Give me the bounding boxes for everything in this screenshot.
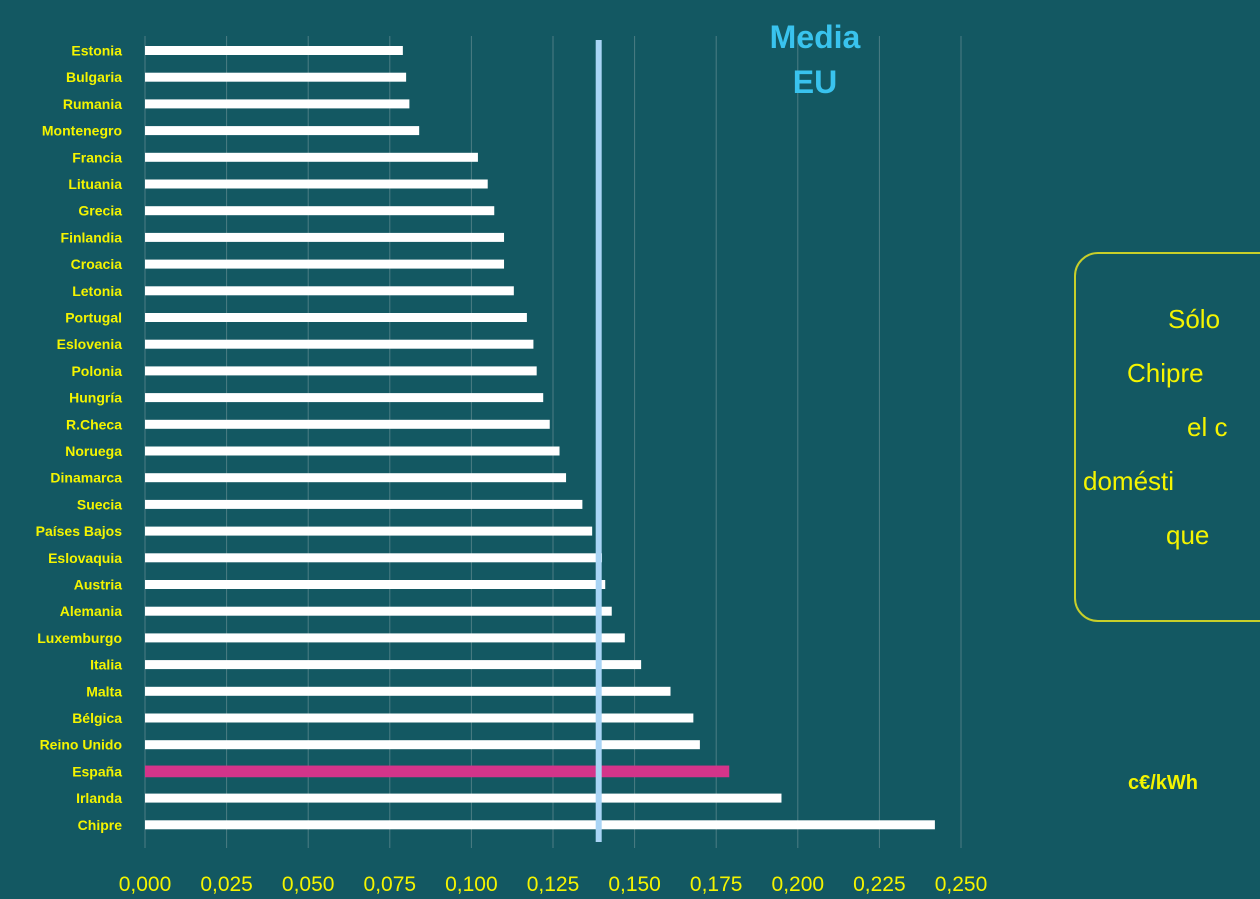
bar (145, 660, 642, 670)
category-label: Malta (86, 683, 122, 699)
annotation-box (1074, 252, 1260, 622)
x-tick-label: 0,075 (364, 873, 417, 896)
x-tick-label: 0,025 (200, 873, 253, 896)
bar (145, 820, 935, 830)
bar (145, 393, 544, 403)
category-label: Bélgica (72, 710, 122, 726)
reference-label-line-1: Media (770, 19, 861, 55)
x-tick-label: 0,250 (935, 873, 988, 896)
x-tick-label: 0,150 (608, 873, 661, 896)
bar (145, 366, 537, 376)
bar (145, 99, 410, 109)
category-label: Hungría (69, 390, 122, 406)
x-tick-label: 0,000 (119, 873, 172, 896)
bar (145, 526, 593, 536)
x-tick-label: 0,225 (853, 873, 906, 896)
bar (145, 553, 602, 563)
category-label: Letonia (72, 283, 122, 299)
category-label: Polonia (71, 363, 122, 379)
category-label: España (72, 763, 122, 779)
x-tick-label: 0,175 (690, 873, 743, 896)
category-label: Luxemburgo (37, 630, 122, 646)
category-label: Suecia (77, 496, 122, 512)
category-label: Bulgaria (66, 69, 122, 85)
annotation-line-4: domésti (1083, 466, 1175, 496)
bar (145, 339, 534, 349)
reference-label-line-2: EU (793, 64, 837, 100)
category-label: Lituania (68, 176, 122, 192)
category-label: Finlandia (61, 229, 123, 245)
bar (145, 580, 606, 589)
bar (145, 126, 420, 136)
bar (145, 765, 730, 778)
bar (145, 686, 671, 696)
category-label: Eslovaquia (48, 550, 122, 566)
x-tick-label: 0,100 (445, 873, 498, 896)
category-label: Chipre (78, 817, 123, 833)
bar (145, 446, 560, 456)
bar (145, 633, 625, 643)
annotation-line-2: Chipre (1127, 358, 1204, 388)
x-tick-label: 0,200 (772, 873, 825, 896)
x-tick-label: 0,125 (527, 873, 580, 896)
category-label: Montenegro (42, 123, 122, 139)
bar (145, 313, 527, 322)
annotation-line-3: el c (1187, 412, 1228, 442)
bar (145, 499, 583, 509)
bar (145, 473, 567, 483)
category-label: Estonia (71, 43, 122, 59)
category-label: Noruega (65, 443, 122, 459)
unit-label: c€/kWh (1128, 772, 1199, 794)
bar (145, 286, 514, 296)
category-label: Francia (72, 149, 122, 165)
x-tick-label: 0,050 (282, 873, 335, 896)
category-label: Irlanda (76, 790, 122, 806)
bar (145, 72, 407, 82)
bar (145, 740, 700, 750)
bar (145, 206, 495, 216)
bar (145, 793, 782, 803)
category-label: Portugal (65, 310, 122, 326)
category-label: Austria (74, 577, 122, 593)
category-label: Croacia (71, 256, 123, 272)
bar (145, 179, 488, 189)
category-label: R.Checa (66, 416, 122, 432)
category-label: Grecia (78, 203, 122, 219)
category-label: Dinamarca (50, 470, 122, 486)
annotation-line-1: Sólo (1168, 304, 1221, 334)
bar (145, 259, 505, 269)
bar (145, 46, 403, 55)
category-label: Italia (90, 657, 122, 673)
bar (145, 713, 694, 723)
category-label: Eslovenia (57, 336, 123, 352)
annotation-line-5: que (1166, 520, 1210, 550)
bar (145, 419, 550, 429)
category-label: Reino Unido (40, 737, 122, 753)
bar (145, 152, 478, 162)
category-label: Alemania (60, 603, 122, 619)
bar (145, 606, 612, 616)
category-label: Países Bajos (36, 523, 123, 539)
category-label: Rumania (63, 96, 122, 112)
bar (145, 232, 505, 242)
